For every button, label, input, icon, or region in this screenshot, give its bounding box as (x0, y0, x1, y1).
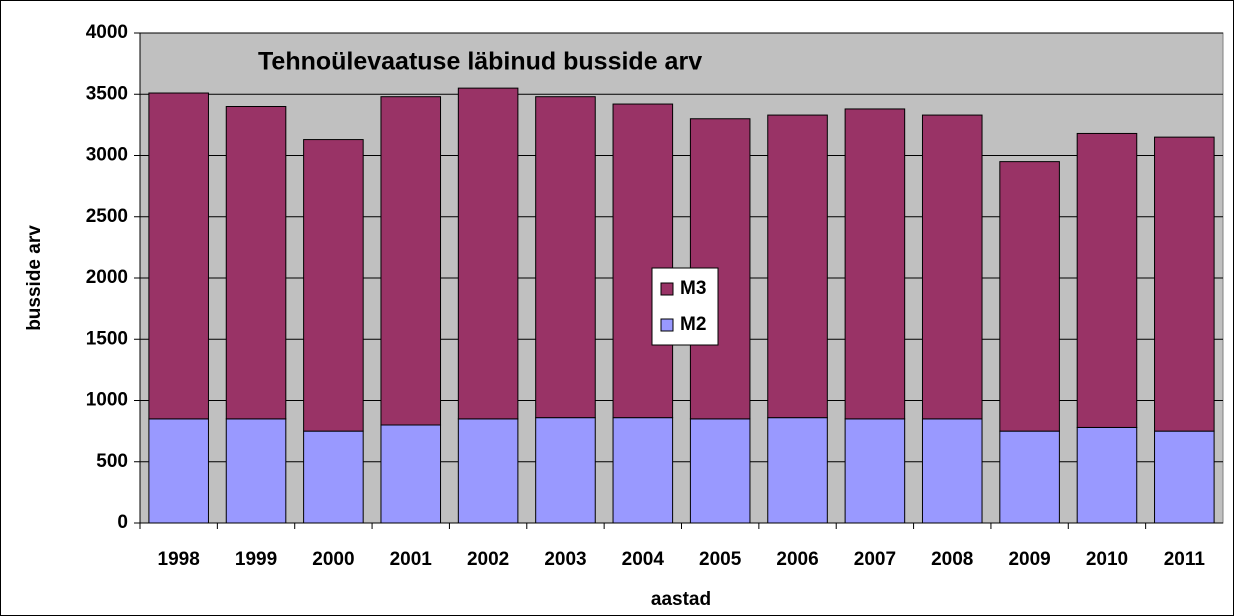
bar-segment (148, 92, 209, 420)
bar-segment (999, 430, 1060, 524)
x-tick-label: 2007 (854, 549, 896, 570)
y-tick-label: 4000 (86, 22, 128, 43)
chart-title: Tehnoülevaatuse läbinud busside arv (258, 48, 702, 76)
x-tick-label: 2002 (467, 549, 509, 570)
legend-label: M2 (680, 314, 706, 335)
bar-segment (303, 430, 364, 524)
bar-segment (225, 106, 287, 420)
bar-segment (303, 139, 364, 432)
bar-segment (689, 418, 751, 524)
y-tick-label: 2000 (86, 267, 128, 288)
x-tick-label: 2005 (699, 549, 742, 570)
x-axis-label: aastad (651, 589, 711, 610)
bar-segment (457, 87, 519, 420)
legend-box (651, 267, 719, 346)
y-tick-label: 0 (117, 512, 128, 533)
legend-swatch (660, 282, 674, 296)
bar-segment (535, 96, 596, 419)
bar-segment (225, 418, 287, 524)
bar-segment (1154, 430, 1215, 524)
bar-segment (999, 161, 1060, 432)
x-tick-label: 2001 (390, 549, 433, 570)
y-tick-label: 3000 (86, 145, 128, 166)
bar-segment (612, 103, 674, 419)
bar-segment (921, 114, 983, 420)
x-tick-label: 2010 (1086, 549, 1128, 570)
y-tick-label: 1500 (86, 328, 128, 349)
legend-swatch (660, 318, 674, 332)
x-tick-label: 2003 (544, 549, 586, 570)
bar-segment (535, 417, 596, 524)
x-tick-label: 2004 (622, 549, 665, 570)
bar-segment (921, 418, 983, 524)
y-tick-label: 3500 (86, 83, 128, 104)
bar-segment (380, 424, 442, 524)
bar-segment (1076, 426, 1138, 524)
bar-segment (1076, 132, 1138, 428)
bar-segment (612, 417, 674, 524)
bar-segment (844, 418, 906, 524)
bar-segment (1154, 136, 1215, 432)
x-tick-label: 2006 (776, 549, 818, 570)
bar-segment (844, 108, 906, 420)
x-tick-label: 2011 (1164, 549, 1206, 570)
bar-segment (767, 114, 828, 419)
x-tick-label: 2000 (312, 549, 354, 570)
x-tick-label: 1999 (235, 549, 277, 570)
y-tick-label: 1000 (86, 390, 128, 411)
y-axis-label: busside arv (24, 225, 45, 331)
legend-label: M3 (680, 278, 706, 299)
y-tick-label: 2500 (86, 206, 128, 227)
bar-segment (380, 96, 442, 426)
x-tick-label: 1998 (158, 549, 200, 570)
x-tick-label: 2009 (1008, 549, 1050, 570)
y-tick-label: 500 (96, 451, 128, 472)
bar-segment (457, 418, 519, 524)
bar-segment (148, 418, 209, 524)
x-tick-label: 2008 (931, 549, 973, 570)
bar-segment (767, 417, 828, 524)
